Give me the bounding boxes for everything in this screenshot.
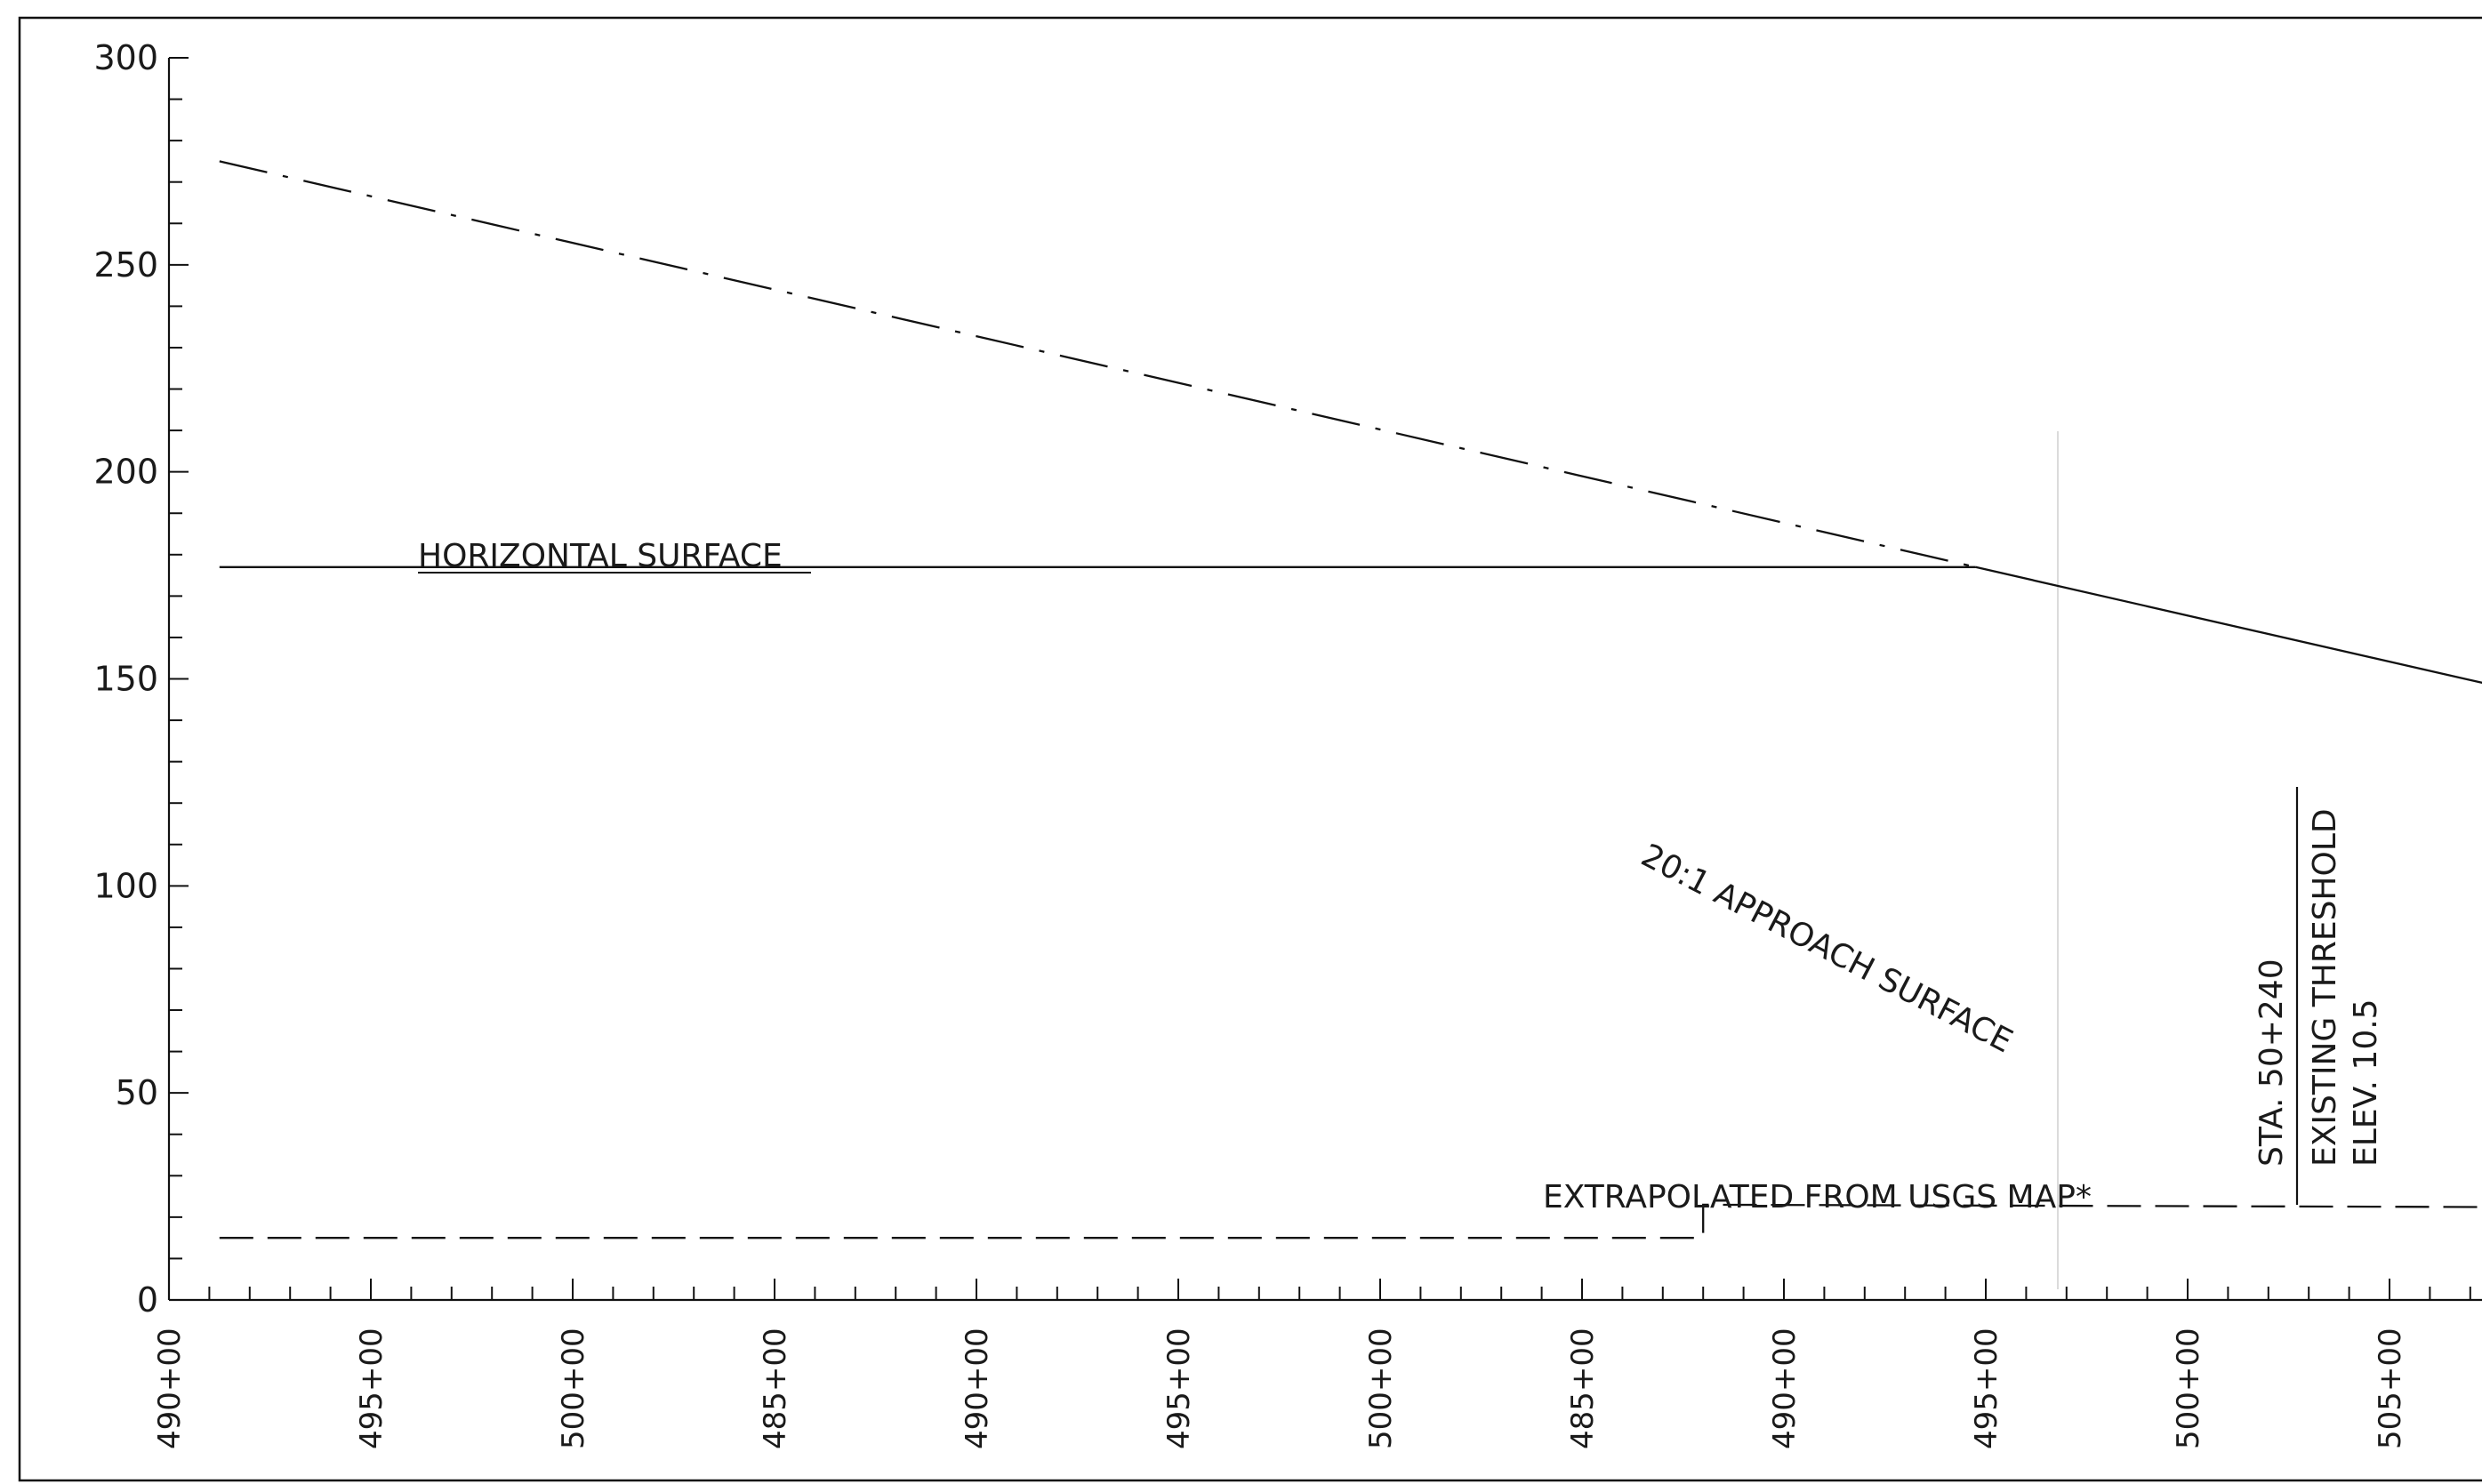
y-major-ticks <box>169 57 189 1301</box>
x-tick-label: 495+00 <box>354 1328 390 1449</box>
x-tick-label: 500+00 <box>2171 1328 2206 1449</box>
x-tick-label: 495+00 <box>1161 1328 1197 1449</box>
approach-extension-line <box>219 160 1976 568</box>
x-tick-label: 490+00 <box>152 1328 188 1449</box>
x-tick-label: 485+00 <box>1565 1328 1601 1449</box>
threshold-name-label: EXISTING THRESHOLD <box>2307 808 2343 1167</box>
extrapolated-label: EXTRAPOLATED FROM USGS MAP* <box>1543 1179 2092 1215</box>
x-tick-label: 490+00 <box>960 1328 995 1449</box>
y-tick-label: 200 <box>93 453 158 492</box>
x-tick-label: 485+00 <box>758 1328 793 1449</box>
y-tick-label: 300 <box>93 38 158 77</box>
threshold-station-label: STA. 50+240 <box>2253 959 2290 1167</box>
x-major-ticks <box>168 1279 2390 1300</box>
y-tick-labels: 300 250 200 150 100 50 0 <box>93 38 158 1320</box>
axes <box>167 57 2482 1302</box>
x-tick-label: 495+00 <box>1969 1328 2004 1449</box>
x-tick-label: 505+00 <box>2373 1328 2408 1449</box>
y-tick-label: 0 <box>137 1280 158 1320</box>
x-tick-label: 490+00 <box>1767 1328 1803 1449</box>
y-tick-label: 50 <box>116 1073 158 1112</box>
ground-extrapolated-line <box>219 1203 2482 1239</box>
y-tick-label: 150 <box>93 660 158 699</box>
approach-surface-line <box>1975 566 2482 685</box>
x-tick-label: 500+00 <box>556 1328 591 1449</box>
approach-surface-label: 20:1 APPROACH SURFACE <box>1635 838 2019 1061</box>
y-tick-label: 250 <box>93 245 158 285</box>
profile-series <box>219 160 2482 1239</box>
sheet-border <box>18 16 2482 1482</box>
threshold-elevation-label: ELEV. 10.5 <box>2348 999 2384 1167</box>
x-tick-labels: 490+00 495+00 500+00 485+00 490+00 495+00 500+… <box>152 1328 2408 1449</box>
horizontal-surface-label: HORIZONTAL SURFACE <box>418 538 783 574</box>
y-minor-ticks <box>169 98 182 1260</box>
x-minor-ticks <box>208 1287 2471 1300</box>
x-tick-label: 500+00 <box>1363 1328 1399 1449</box>
y-tick-label: 100 <box>93 866 158 905</box>
